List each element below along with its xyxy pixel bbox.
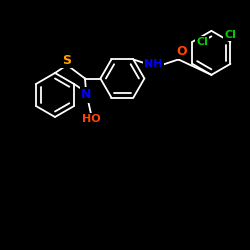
Text: Cl: Cl [224,30,236,40]
Text: Cl: Cl [196,37,208,47]
Text: NH: NH [144,60,163,70]
Text: N: N [81,88,91,102]
Text: O: O [176,45,187,58]
Text: HO: HO [82,114,100,124]
Text: S: S [62,54,72,66]
